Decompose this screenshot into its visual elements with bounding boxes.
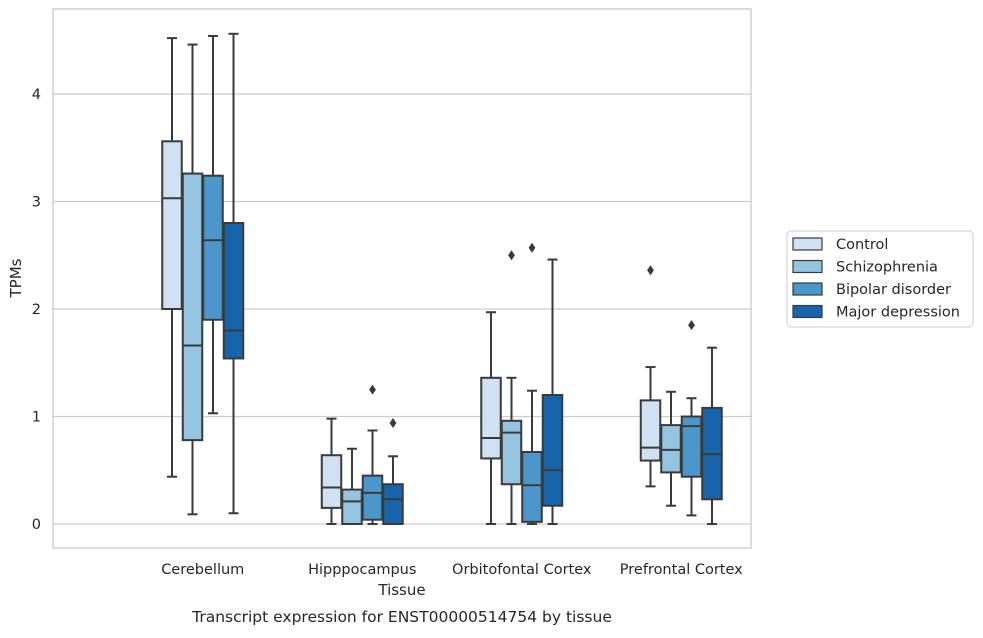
y-tick-label: 2 [32,302,41,318]
outlier-point [508,250,515,261]
box-control [320,417,343,525]
legend-label: Major depression [836,305,960,321]
box-major-depression [382,417,404,526]
box-major-depression [541,258,564,525]
box-body [222,222,245,360]
box-bipolar-disorder [680,320,703,517]
outlier-point [369,384,376,395]
outlier-point [528,242,536,253]
box-bipolar-disorder [202,34,224,415]
x-tick-label: Hipppocampus [308,562,416,578]
box-bipolar-disorder [521,242,543,525]
box-body [660,424,682,474]
box-body [181,172,204,442]
outlier-point [389,417,397,428]
box-bipolar-disorder [361,384,384,525]
box-body [521,450,543,523]
legend-swatch [792,237,823,251]
box-body [382,483,404,526]
box-body [361,474,384,521]
box-body [341,488,363,526]
x-tick-label: Cerebellum [161,562,244,578]
chart-title: Transcript expression for ENST0000051475… [191,608,612,626]
box-body [161,140,183,310]
box-body [500,419,523,486]
legend-swatch [792,304,823,319]
x-axis-ticks: Cerebellum Hipppocampus Orbitofontal Corte… [161,562,743,578]
legend-label: Control [836,237,888,253]
y-tick-label: 0 [32,517,41,533]
x-tick-label: Prefrontal Cortex [620,562,743,578]
y-axis-ticks: 0 1 2 3 4 [32,87,41,533]
box-major-depression [701,346,723,525]
box-body [639,399,662,462]
legend-label: Schizophrenia [836,260,938,276]
legend: Control Schizophrenia Bipolar disorder Majo… [786,230,974,328]
y-tick-label: 4 [32,87,41,103]
x-tick-label: Orbitofontal Cortex [452,562,592,578]
box-body [320,454,343,509]
box-schizophrenia [341,447,363,526]
box-body [541,394,564,507]
legend-swatch [792,259,823,274]
legend-frame [786,230,974,328]
outlier-point [688,320,695,331]
box-body [480,376,502,460]
legend-label: Bipolar disorder [836,282,951,298]
y-tick-label: 1 [32,410,41,426]
box-control [639,265,662,488]
outlier-point [647,265,654,276]
x-axis-label: Tissue [377,581,425,599]
box-schizophrenia [660,390,682,507]
box-body [202,174,224,321]
y-tick-label: 3 [32,195,41,211]
plot-area-frame [52,8,752,549]
plot-area-background [53,9,751,548]
box-layer [161,32,723,526]
box-major-depression [222,32,245,515]
y-axis-label: TPMs [7,258,25,298]
box-control [480,311,502,525]
legend-swatch [792,282,823,296]
